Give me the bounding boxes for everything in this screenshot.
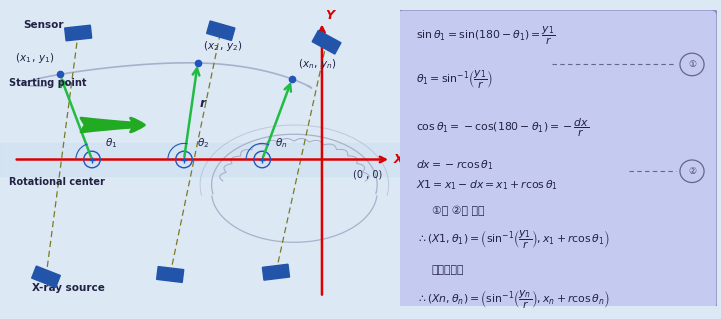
- Text: ①: ①: [688, 60, 696, 69]
- Text: Rotational center: Rotational center: [9, 177, 105, 187]
- Text: Y: Y: [326, 9, 335, 21]
- Text: $\therefore(X1,\theta_1)=\left(\sin^{-1}\!\left(\dfrac{y_1}{r}\right),x_1+r\cos\: $\therefore(X1,\theta_1)=\left(\sin^{-1}…: [416, 229, 610, 251]
- Text: $X1 = x_1 - dx = x_1 + r\cos\theta_1$: $X1 = x_1 - dx = x_1 + r\cos\theta_1$: [416, 179, 558, 192]
- Polygon shape: [312, 30, 341, 54]
- Text: $\theta_1$: $\theta_1$: [105, 137, 118, 151]
- Text: ②: ②: [688, 167, 696, 176]
- Text: (0 , 0): (0 , 0): [353, 170, 383, 180]
- FancyBboxPatch shape: [397, 10, 717, 309]
- Bar: [0, 144, 400, 175]
- Text: $\theta_n$: $\theta_n$: [275, 137, 288, 151]
- Text: 일반화하면: 일반화하면: [432, 265, 464, 275]
- Text: ①과 ②로 부터: ①과 ②로 부터: [432, 205, 485, 216]
- Text: $\cos\theta_1 = -\cos(180-\theta_1) = -\dfrac{dx}{r}$: $\cos\theta_1 = -\cos(180-\theta_1) = -\…: [416, 116, 589, 139]
- Text: $(x_n,\,y_n)$: $(x_n,\,y_n)$: [298, 57, 337, 71]
- Text: X-ray source: X-ray source: [32, 283, 105, 293]
- Text: Sensor: Sensor: [23, 20, 63, 30]
- Text: $\theta_1 = \sin^{-1}\!\left(\dfrac{y_1}{r}\right)$: $\theta_1 = \sin^{-1}\!\left(\dfrac{y_1}…: [416, 69, 493, 91]
- Polygon shape: [262, 264, 290, 280]
- Text: $(x_2\,,\,y_2)$: $(x_2\,,\,y_2)$: [203, 39, 243, 53]
- Text: r: r: [200, 97, 206, 110]
- Text: X: X: [393, 153, 403, 166]
- Text: $(x_1\,,\,y_1)$: $(x_1\,,\,y_1)$: [14, 51, 55, 65]
- Text: $dx = -r\cos\theta_1$: $dx = -r\cos\theta_1$: [416, 158, 493, 172]
- Text: $\therefore(Xn,\theta_n)=\left(\sin^{-1}\!\left(\dfrac{y_n}{r}\right),x_n+r\cos\: $\therefore(Xn,\theta_n)=\left(\sin^{-1}…: [416, 288, 610, 311]
- Polygon shape: [65, 25, 92, 41]
- Text: $\sin\theta_1 = \sin(180-\theta_1) = \dfrac{y_1}{r}$: $\sin\theta_1 = \sin(180-\theta_1) = \df…: [416, 25, 555, 47]
- Polygon shape: [32, 266, 61, 287]
- Text: Starting point: Starting point: [9, 78, 87, 88]
- Text: $\theta_2$: $\theta_2$: [197, 137, 209, 151]
- Polygon shape: [207, 21, 235, 41]
- Polygon shape: [156, 267, 184, 282]
